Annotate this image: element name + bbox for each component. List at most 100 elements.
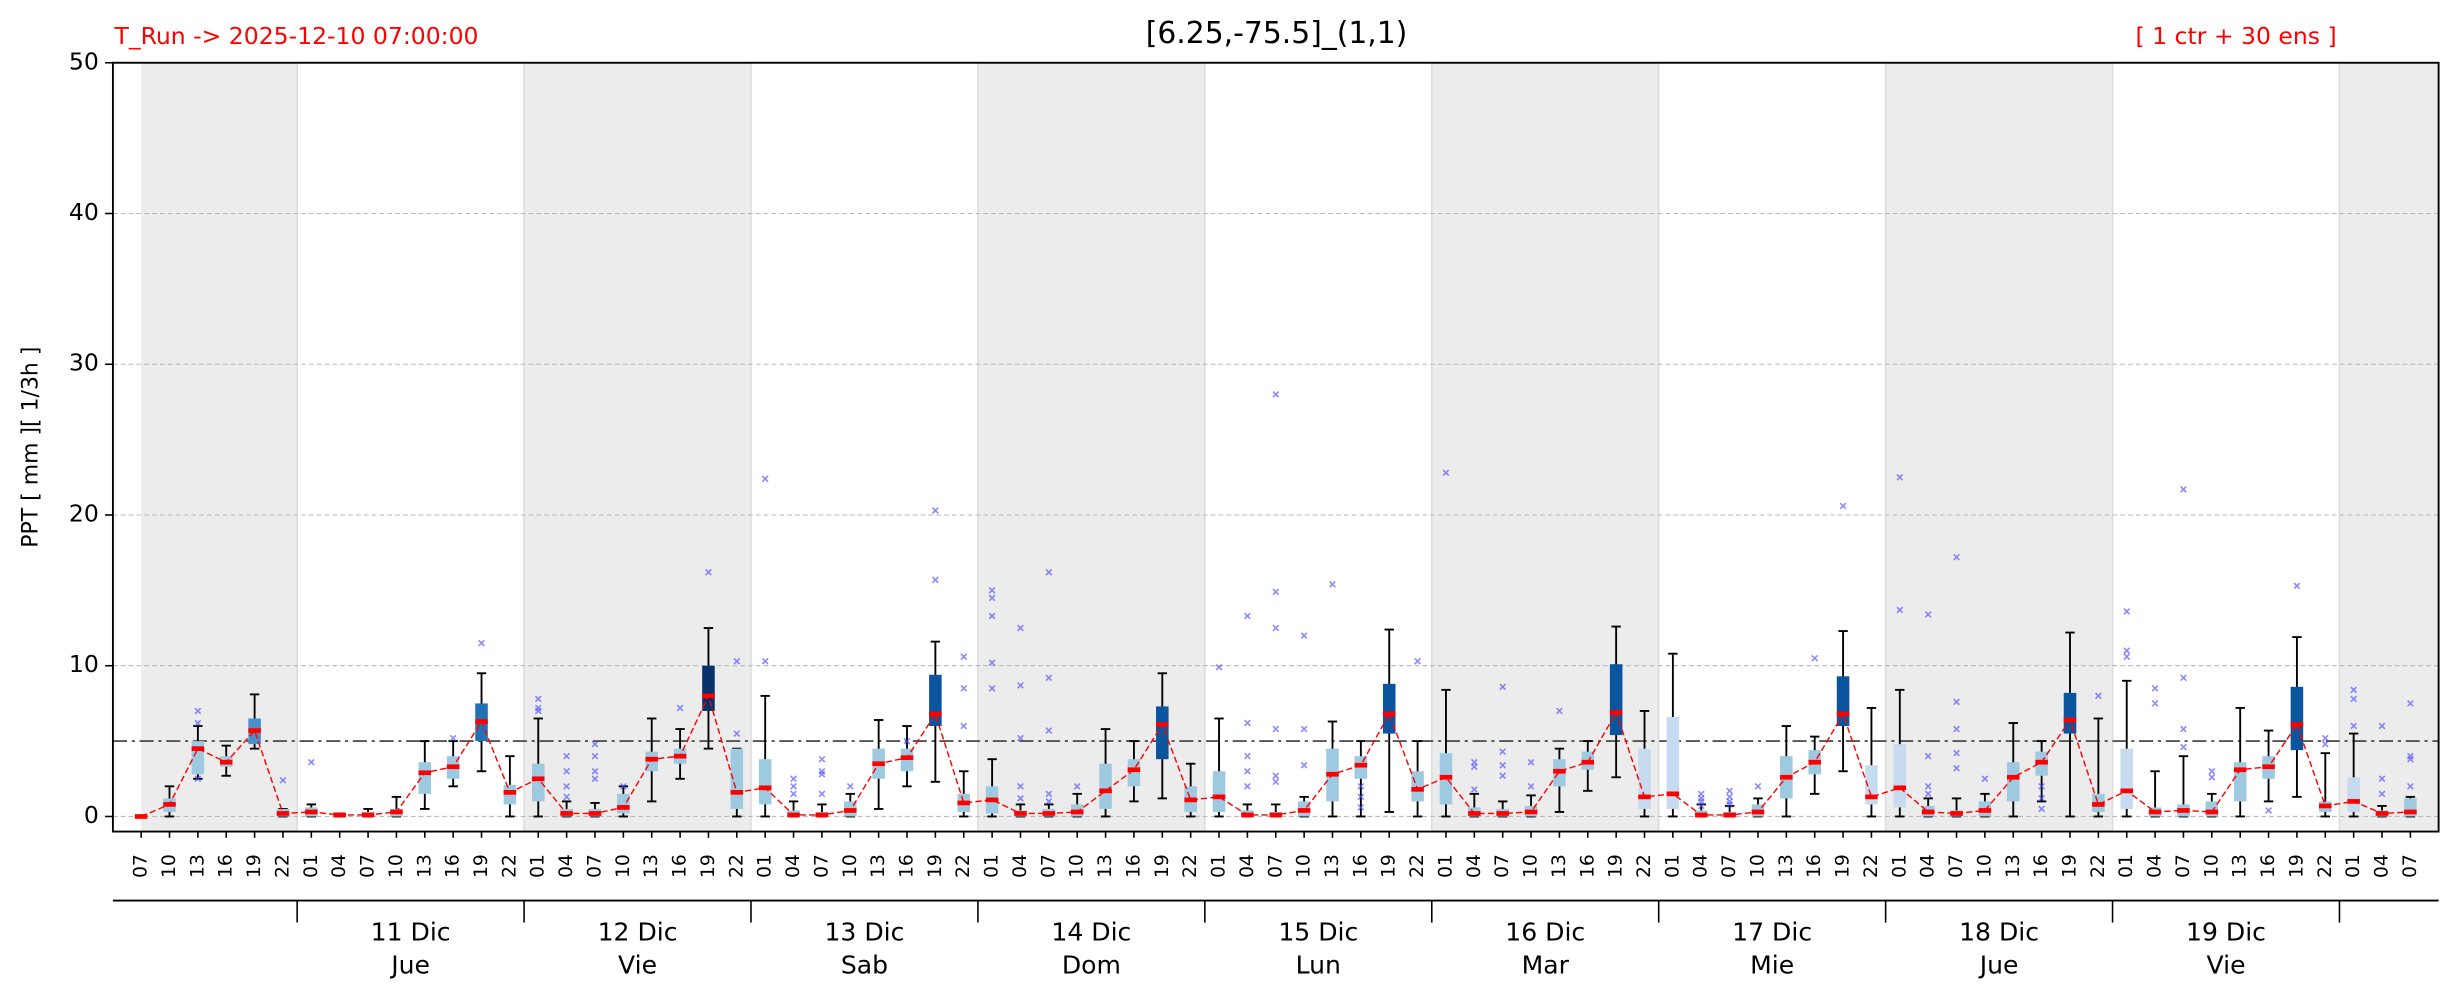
run-label: T_Run -> 2025-12-10 07:00:00 (113, 22, 478, 50)
box (191, 741, 205, 775)
x-tick-label: 07 (2173, 854, 2194, 878)
outlier (194, 707, 202, 715)
x-tick-label: 01 (1889, 854, 1910, 878)
day-date-label: 17 Dic (1732, 918, 1812, 947)
x-tick-label: 16 (1804, 854, 1825, 878)
x-tick-label: 22 (2088, 854, 2109, 878)
x-tick-label: 01 (2116, 854, 2137, 878)
x-tick-label: 22 (1407, 854, 1428, 878)
x-tick-label: 13 (1776, 854, 1797, 878)
outlier (1499, 761, 1507, 769)
x-tick-label: 19 (244, 854, 265, 878)
outlier (1244, 767, 1251, 775)
x-tick-label: 10 (613, 854, 634, 878)
outlier (563, 782, 571, 790)
day-date-label: 18 Dic (1959, 918, 2039, 947)
x-tick-label: 19 (2060, 854, 2081, 878)
day-weekday-label: Mie (1750, 950, 1794, 979)
x-tick-label: 04 (1237, 854, 1258, 878)
x-tick-label: 10 (1067, 854, 1088, 878)
outlier (591, 740, 599, 748)
outlier (790, 782, 797, 790)
outlier (1244, 782, 1251, 790)
outlier (733, 730, 741, 737)
outlier (2265, 807, 2272, 814)
x-tick-label: 07 (1719, 854, 1740, 878)
outlier (619, 782, 627, 790)
day-weekday-label: Jue (1978, 950, 2019, 979)
x-tick-label: 16 (2031, 854, 2052, 878)
outlier (733, 657, 741, 665)
outlier (818, 770, 826, 778)
outlier (818, 755, 826, 763)
outlier (1556, 707, 1563, 715)
outlier (2180, 485, 2187, 493)
outlier (2151, 700, 2159, 707)
day-date-label: 14 Dic (1051, 918, 1131, 947)
x-tick-label: 04 (329, 854, 350, 878)
x-tick-label: 01 (755, 854, 776, 878)
outlier (903, 737, 911, 745)
box (531, 763, 545, 802)
outlier (2123, 608, 2131, 615)
outlier (761, 657, 769, 665)
outlier (1953, 698, 1960, 706)
outlier (2407, 755, 2414, 763)
day-date-label: 15 Dic (1278, 918, 1358, 947)
x-tick-label: 13 (414, 854, 435, 878)
outlier (1244, 719, 1251, 727)
x-tick-label: 04 (556, 854, 577, 878)
box (758, 759, 772, 805)
x-tick-label: 01 (982, 854, 1003, 878)
x-tick-label: 10 (2201, 854, 2222, 878)
chart-title: [6.25,-75.5]_(1,1) (1146, 16, 1408, 51)
outlier (1272, 772, 1280, 780)
x-tick-label: 07 (811, 854, 832, 878)
x-tick-label: 19 (925, 854, 946, 878)
day-shade (1885, 62, 2113, 832)
x-tick-label: 04 (1918, 854, 1939, 878)
x-tick-label: 22 (2315, 854, 2336, 878)
outlier (1896, 606, 1904, 614)
day-shade (141, 62, 298, 832)
outlier (591, 775, 599, 783)
outlier (1953, 725, 1960, 733)
x-tick-label: 10 (1294, 854, 1315, 878)
x-tick-label: 04 (783, 854, 804, 878)
box (418, 762, 432, 794)
box (1836, 676, 1850, 727)
outlier (1499, 772, 1507, 780)
y-tick-label: 10 (69, 650, 99, 678)
outlier (1470, 785, 1478, 793)
outlier (1017, 624, 1024, 632)
box (2347, 777, 2360, 812)
outlier (1527, 758, 1535, 766)
outlier (1045, 674, 1053, 682)
x-tick-label: 01 (2343, 854, 2364, 878)
box (2063, 692, 2077, 734)
outlier (1017, 795, 1024, 802)
x-tick-label: 19 (1379, 854, 1400, 878)
y-tick-label: 0 (84, 801, 99, 829)
outlier (2407, 782, 2414, 790)
outlier (2321, 734, 2329, 742)
outlier (1924, 752, 1932, 760)
x-tick-label: 07 (1946, 854, 1967, 878)
outlier (988, 586, 996, 594)
outlier (1754, 782, 1762, 790)
outlier (2123, 647, 2131, 655)
box (1382, 683, 1396, 734)
outlier (2378, 722, 2386, 730)
outlier (1981, 775, 1989, 783)
outlier (478, 639, 485, 647)
x-tick-label: 22 (726, 854, 747, 878)
outlier (1953, 764, 1960, 772)
day-weekday-label: Vie (2207, 950, 2246, 979)
x-tick-label: 10 (1974, 854, 1995, 878)
outlier (790, 790, 797, 798)
outlier (1300, 761, 1308, 769)
box (617, 793, 630, 814)
outlier (931, 576, 939, 584)
box (702, 665, 715, 711)
outlier (1896, 473, 1904, 481)
